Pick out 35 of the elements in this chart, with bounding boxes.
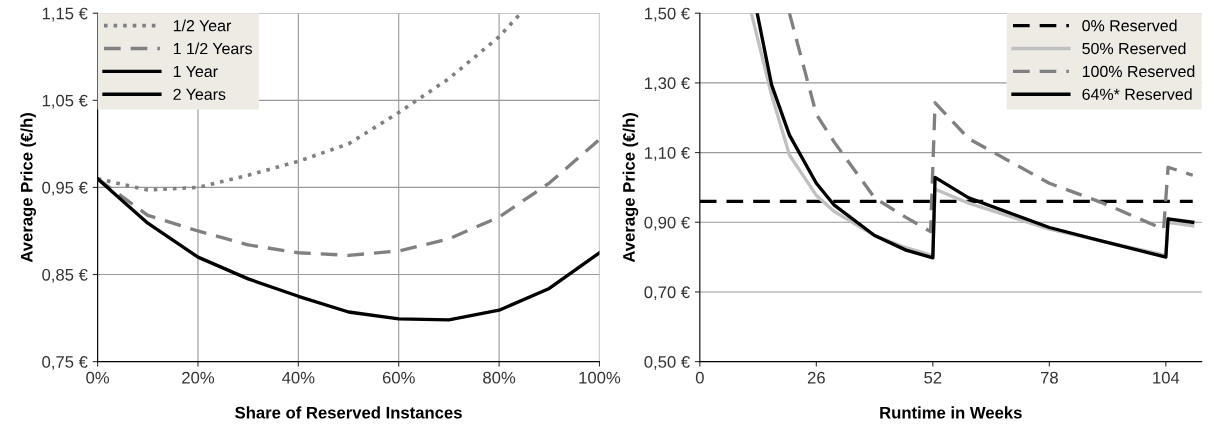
y-tick-label: 1,05 €: [42, 94, 88, 109]
x-tick-label: 40%: [282, 371, 315, 384]
x-tick-label: 100%: [579, 371, 621, 384]
y-tick-label: 1,50 €: [645, 7, 690, 22]
legend-label: 1/2 Year: [173, 19, 232, 32]
y-tick-label: 1,30 €: [645, 77, 690, 92]
y-tick-label: 0,95 €: [42, 181, 88, 196]
y-tick-label: 0,70 €: [644, 286, 690, 301]
x-tick-label: 0: [695, 371, 704, 384]
y-axis-title: Average Price (€/h): [622, 113, 639, 263]
x-tick-label: 104: [1153, 371, 1180, 384]
y-tick-label: 1,15 €: [42, 7, 88, 22]
legend-label: 100% Reserved: [1082, 65, 1195, 78]
legend-label: 1 Year: [173, 65, 218, 78]
y-tick-label: 0,85 €: [42, 268, 88, 283]
x-tick-label: 0%: [86, 371, 110, 384]
legend-label: 0% Reserved: [1082, 19, 1177, 32]
legend-label: 64%* Reserved: [1082, 88, 1192, 100]
y-tick-label: 0,90 €: [644, 216, 690, 231]
line-series: [787, 13, 1195, 234]
x-axis-title: Share of Reserved Instances: [235, 406, 462, 419]
y-tick-label: 1,10 €: [645, 146, 690, 161]
x-axis-title: Runtime in Weeks: [880, 406, 1022, 419]
legend-label: 2 Years: [173, 88, 226, 100]
x-tick-label: 80%: [483, 371, 516, 384]
x-tick-label: 26: [807, 371, 825, 384]
legend-label: 50% Reserved: [1082, 42, 1186, 55]
y-axis-title: Average Price (€/h): [20, 113, 36, 263]
x-tick-label: 78: [1040, 371, 1058, 384]
y-tick-label: 0,50 €: [644, 356, 690, 370]
x-tick-label: 60%: [382, 371, 415, 384]
legend-label: 1 1/2 Years: [173, 42, 253, 55]
x-tick-label: 20%: [182, 371, 215, 384]
x-tick-label: 52: [924, 371, 942, 384]
y-tick-label: 0,75 €: [42, 356, 88, 370]
